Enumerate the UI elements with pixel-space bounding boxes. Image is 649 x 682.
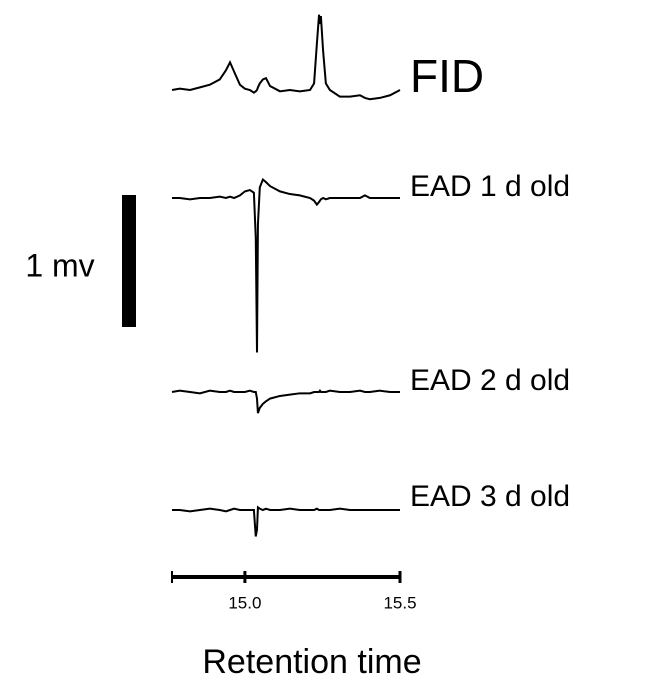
trace (172, 505, 400, 537)
x-tick-label: 15.0 (228, 593, 261, 612)
trace-label: EAD 2 d old (410, 364, 570, 397)
trace (172, 177, 400, 353)
x-tick-label: 15.5 (383, 593, 416, 612)
trace-label: EAD 3 d old (410, 480, 570, 513)
trace (171, 388, 400, 414)
scale-bar-label: 1 mv (25, 247, 94, 283)
trace (171, 14, 401, 101)
scale-bar (122, 195, 136, 327)
trace-label: EAD 1 d old (410, 170, 570, 203)
trace-label: FID (410, 50, 484, 102)
x-axis-label: Retention time (202, 643, 421, 681)
